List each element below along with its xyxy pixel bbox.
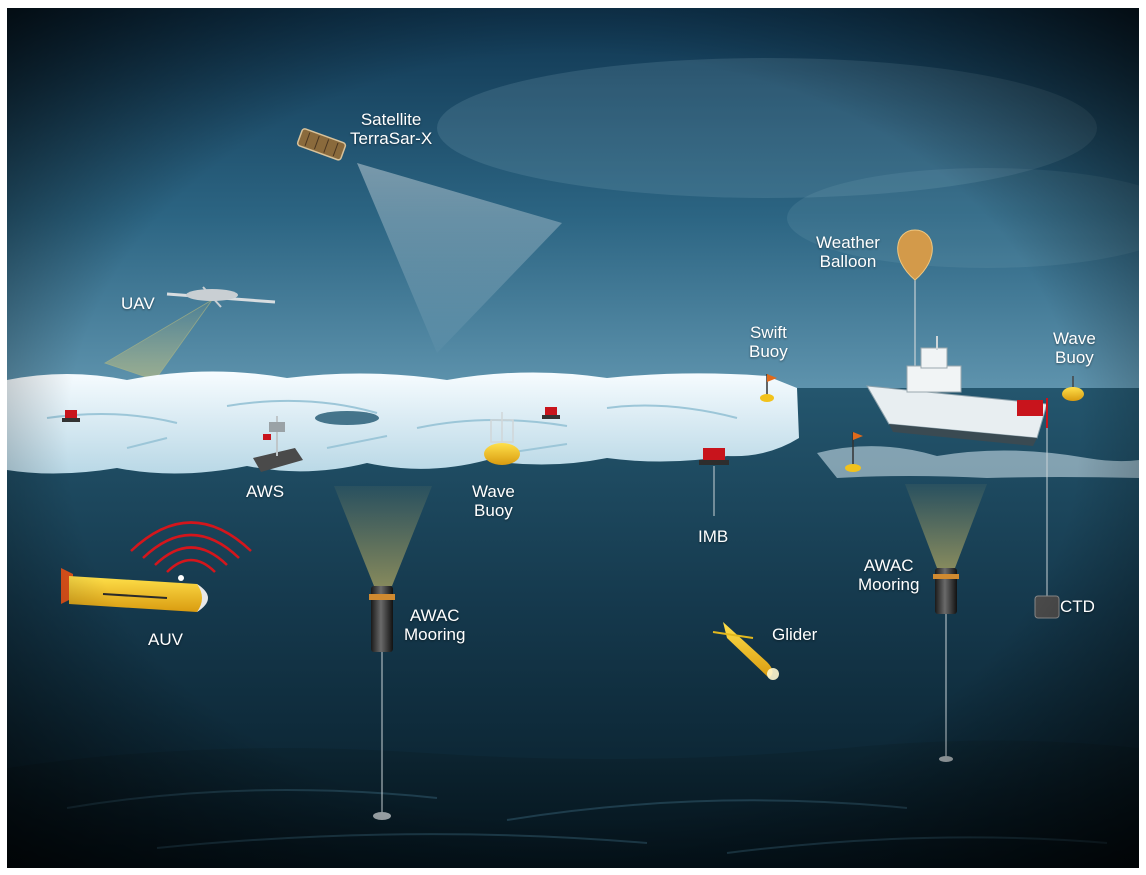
label-swift-buoy-line2: Buoy: [749, 342, 788, 361]
label-auv-text: AUV: [148, 630, 183, 649]
label-wave-buoy-center: Wave Buoy: [472, 482, 515, 520]
label-awac-mooring-right-line2: Mooring: [858, 575, 920, 594]
label-uav-text: UAV: [121, 294, 155, 313]
label-ctd: CTD: [1060, 597, 1095, 616]
label-awac-mooring-left-line2: Mooring: [404, 625, 466, 644]
label-satellite-line2: TerraSar-X: [350, 129, 433, 148]
label-aws: AWS: [246, 482, 284, 501]
label-wave-buoy-center-line2: Buoy: [474, 501, 513, 520]
label-wave-buoy-right: Wave Buoy: [1053, 329, 1096, 367]
label-wave-buoy-right-line2: Buoy: [1055, 348, 1094, 367]
label-swift-buoy: Swift Buoy: [749, 323, 788, 361]
label-awac-mooring-right: AWAC Mooring: [858, 556, 919, 594]
arctic-observation-scene: [7, 8, 1139, 868]
label-awac-mooring-right-line1: AWAC: [863, 556, 914, 575]
label-wave-buoy-right-line1: Wave: [1053, 329, 1096, 348]
label-glider: Glider: [772, 625, 817, 644]
label-wave-buoy-center-line1: Wave: [472, 482, 515, 501]
label-satellite: Satellite TerraSar-X: [350, 110, 432, 148]
label-weather-balloon: Weather Balloon: [816, 233, 880, 271]
label-ctd-text: CTD: [1060, 597, 1095, 616]
label-glider-text: Glider: [772, 625, 818, 644]
label-uav: UAV: [121, 294, 155, 313]
label-aws-text: AWS: [246, 482, 285, 501]
label-weather-balloon-line2: Balloon: [819, 252, 877, 271]
label-auv: AUV: [148, 630, 183, 649]
label-awac-mooring-left-line1: AWAC: [409, 606, 460, 625]
label-weather-balloon-line1: Weather: [816, 233, 880, 252]
vignette-overlay: [7, 8, 1139, 868]
label-awac-mooring-left: AWAC Mooring: [404, 606, 465, 644]
label-imb: IMB: [698, 527, 728, 546]
label-imb-text: IMB: [698, 527, 729, 546]
label-swift-buoy-line1: Swift: [749, 323, 787, 342]
label-satellite-line1: Satellite: [360, 110, 422, 129]
